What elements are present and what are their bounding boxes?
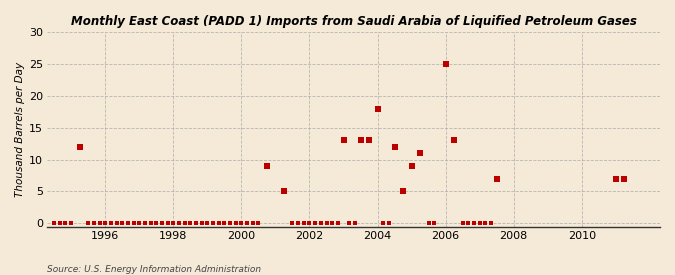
Point xyxy=(327,221,338,226)
Point xyxy=(134,221,144,226)
Point xyxy=(372,106,383,111)
Point xyxy=(449,138,460,143)
Point xyxy=(253,221,264,226)
Point xyxy=(414,151,425,155)
Point xyxy=(191,221,202,226)
Point xyxy=(49,221,59,226)
Point xyxy=(213,221,224,226)
Point xyxy=(398,189,408,194)
Point xyxy=(468,221,479,226)
Point xyxy=(383,221,394,226)
Point xyxy=(208,221,219,226)
Title: Monthly East Coast (PADD 1) Imports from Saudi Arabia of Liquified Petroleum Gas: Monthly East Coast (PADD 1) Imports from… xyxy=(71,15,637,28)
Point xyxy=(219,221,230,226)
Point xyxy=(94,221,105,226)
Point xyxy=(406,164,417,168)
Point xyxy=(162,221,173,226)
Point xyxy=(293,221,304,226)
Point xyxy=(236,221,247,226)
Point xyxy=(106,221,117,226)
Point xyxy=(247,221,258,226)
Point xyxy=(378,221,389,226)
Point xyxy=(100,221,111,226)
Point xyxy=(429,221,440,226)
Point xyxy=(230,221,241,226)
Point xyxy=(315,221,326,226)
Point xyxy=(55,221,65,226)
Point xyxy=(145,221,156,226)
Point xyxy=(111,221,122,226)
Point xyxy=(179,221,190,226)
Point xyxy=(423,221,434,226)
Point xyxy=(242,221,252,226)
Point xyxy=(480,221,491,226)
Point xyxy=(389,145,400,149)
Point xyxy=(117,221,128,226)
Point xyxy=(344,221,354,226)
Point xyxy=(332,221,343,226)
Point xyxy=(619,177,630,181)
Point xyxy=(279,189,290,194)
Point xyxy=(463,221,474,226)
Point xyxy=(491,177,502,181)
Point xyxy=(355,138,366,143)
Point xyxy=(364,138,375,143)
Point xyxy=(128,221,139,226)
Point xyxy=(60,221,71,226)
Point xyxy=(83,221,94,226)
Point xyxy=(287,221,298,226)
Point xyxy=(298,221,309,226)
Point xyxy=(261,164,272,168)
Point xyxy=(123,221,134,226)
Point xyxy=(202,221,213,226)
Point xyxy=(440,62,451,66)
Point xyxy=(304,221,315,226)
Y-axis label: Thousand Barrels per Day: Thousand Barrels per Day xyxy=(15,62,25,197)
Point xyxy=(74,145,85,149)
Point xyxy=(185,221,196,226)
Point xyxy=(66,221,77,226)
Point xyxy=(225,221,236,226)
Point xyxy=(88,221,99,226)
Point xyxy=(140,221,151,226)
Point xyxy=(350,221,360,226)
Point xyxy=(321,221,332,226)
Point xyxy=(475,221,485,226)
Point xyxy=(457,221,468,226)
Point xyxy=(485,221,496,226)
Point xyxy=(173,221,184,226)
Point xyxy=(610,177,621,181)
Point xyxy=(168,221,179,226)
Point xyxy=(338,138,349,143)
Point xyxy=(196,221,207,226)
Text: Source: U.S. Energy Information Administration: Source: U.S. Energy Information Administ… xyxy=(47,265,261,274)
Point xyxy=(151,221,162,226)
Point xyxy=(310,221,321,226)
Point xyxy=(157,221,167,226)
